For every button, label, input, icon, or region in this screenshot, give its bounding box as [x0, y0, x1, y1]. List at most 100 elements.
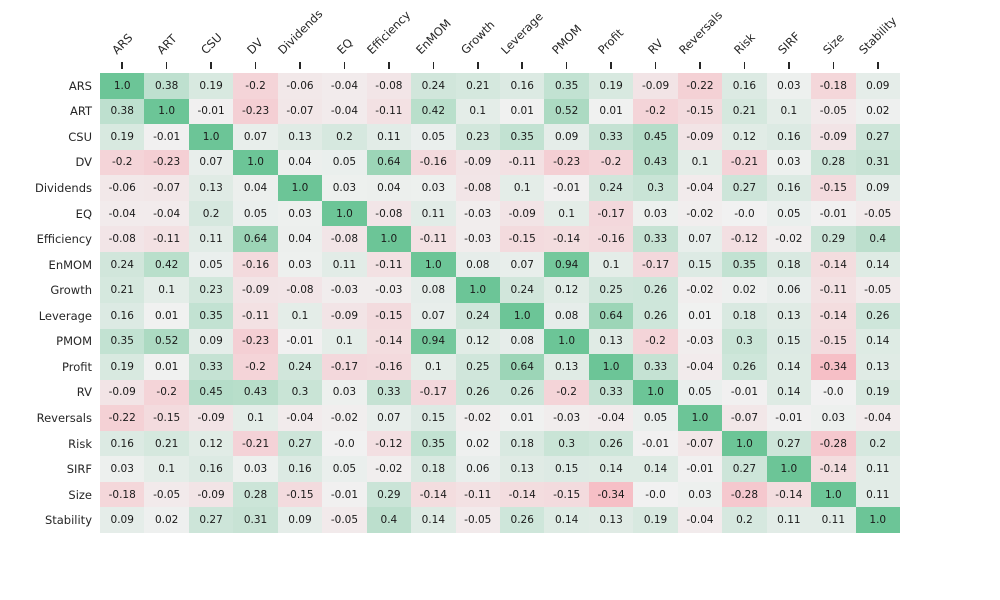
- row-label-art: ART: [69, 104, 92, 119]
- heatmap-cell-profit-dividends: 0.24: [277, 354, 323, 380]
- heatmap-cell-profit-risk: 0.26: [722, 354, 767, 380]
- heatmap-cell-stability-enmom: 0.14: [411, 507, 456, 533]
- heatmap-cell-risk-dividends: 0.27: [277, 430, 323, 457]
- heatmap-cell-sirf-eq: 0.05: [322, 456, 367, 482]
- heatmap-cell-profit-stability: 0.13: [855, 354, 900, 380]
- x-tick: [610, 62, 612, 69]
- heatmap-cell-size-eq: -0.01: [322, 481, 367, 508]
- heatmap-cell-dv-profit: -0.2: [588, 149, 634, 176]
- heatmap-cell-stability-csu: 0.27: [188, 507, 234, 533]
- heatmap-cell-risk-stability: 0.2: [855, 430, 900, 457]
- heatmap-cell-size-efficiency: 0.29: [366, 481, 412, 508]
- heatmap-cell-reversals-csu: -0.09: [188, 405, 234, 431]
- heatmap-cell-rv-pmom: -0.2: [544, 379, 589, 406]
- heatmap-cell-dividends-profit: 0.24: [588, 175, 634, 201]
- heatmap-cell-pmom-sirf: 0.15: [766, 328, 812, 355]
- heatmap-cell-leverage-stability: 0.26: [855, 303, 900, 329]
- heatmap-cell-csu-csu: 1.0: [188, 124, 234, 150]
- x-tick: [654, 62, 657, 69]
- heatmap-cell-sirf-risk: 0.27: [722, 456, 767, 482]
- heatmap-cell-reversals-dv: 0.1: [233, 405, 278, 431]
- x-tick: [121, 62, 124, 69]
- heatmap-cell-pmom-risk: 0.3: [722, 328, 767, 355]
- heatmap-cell-size-rv: -0.0: [633, 481, 678, 508]
- x-tick: [876, 62, 879, 69]
- heatmap-cell-sirf-stability: 0.11: [855, 456, 900, 482]
- heatmap-cell-rv-enmom: -0.17: [411, 379, 456, 406]
- heatmap-cell-pmom-rv: -0.2: [633, 328, 678, 355]
- heatmap-cell-rv-stability: 0.19: [855, 379, 900, 406]
- heatmap-cell-dv-leverage: -0.11: [500, 149, 545, 176]
- heatmap-cell-efficiency-dividends: 0.04: [277, 226, 323, 252]
- heatmap-cell-sirf-efficiency: -0.02: [366, 456, 412, 482]
- heatmap-cell-ars-rv: -0.09: [633, 73, 678, 99]
- heatmap-cell-rv-reversals: 0.05: [677, 379, 723, 406]
- heatmap-cell-stability-sirf: 0.11: [766, 507, 812, 533]
- heatmap-cell-eq-sirf: 0.05: [766, 200, 812, 227]
- heatmap-cell-size-ars: -0.18: [100, 481, 145, 508]
- heatmap-cell-efficiency-csu: 0.11: [188, 226, 234, 252]
- heatmap-cell-dv-csu: 0.07: [188, 149, 234, 176]
- heatmap-cell-art-sirf: 0.1: [766, 98, 812, 125]
- heatmap-cell-size-art: -0.05: [144, 481, 189, 508]
- heatmap-cell-profit-reversals: -0.04: [677, 354, 723, 380]
- heatmap-cell-efficiency-dv: 0.64: [233, 226, 278, 252]
- heatmap-cell-leverage-efficiency: -0.15: [366, 303, 412, 329]
- heatmap-cell-growth-efficiency: -0.03: [366, 277, 412, 303]
- heatmap-cell-profit-leverage: 0.64: [500, 354, 545, 380]
- col-label-dividends: Dividends: [274, 6, 326, 57]
- heatmap-cell-pmom-efficiency: -0.14: [366, 328, 412, 355]
- heatmap-cell-growth-enmom: 0.08: [411, 277, 456, 303]
- heatmap-cell-leverage-art: 0.01: [144, 303, 189, 329]
- row-label-enmom: EnMOM: [48, 257, 92, 272]
- heatmap-cell-risk-ars: 0.16: [100, 430, 145, 457]
- heatmap-cell-rv-eq: 0.03: [322, 379, 367, 406]
- heatmap-cell-csu-art: -0.01: [144, 124, 189, 150]
- heatmap-cell-art-dv: -0.23: [233, 98, 278, 125]
- heatmap-cell-stability-reversals: -0.04: [677, 507, 723, 533]
- heatmap-cell-risk-leverage: 0.18: [500, 430, 545, 457]
- heatmap-cell-reversals-art: -0.15: [144, 405, 189, 431]
- heatmap-cell-risk-sirf: 0.27: [766, 430, 812, 457]
- heatmap-cell-ars-ars: 1.0: [100, 73, 145, 99]
- heatmap-cell-stability-growth: -0.05: [455, 507, 500, 533]
- x-tick: [388, 62, 390, 69]
- heatmap-cell-reversals-pmom: -0.03: [544, 405, 589, 431]
- heatmap-cell-rv-size: -0.0: [811, 379, 856, 406]
- heatmap-cell-size-reversals: 0.03: [677, 481, 723, 508]
- heatmap-cell-efficiency-enmom: -0.11: [411, 226, 456, 252]
- heatmap-cell-profit-sirf: 0.14: [766, 354, 812, 380]
- heatmap-cell-eq-efficiency: -0.08: [366, 200, 412, 227]
- heatmap-cell-stability-stability: 1.0: [855, 507, 900, 533]
- heatmap-cell-risk-csu: 0.12: [188, 430, 234, 457]
- heatmap-cell-dv-stability: 0.31: [855, 149, 900, 176]
- heatmap-cell-leverage-size: -0.14: [811, 303, 856, 329]
- heatmap-cell-reversals-profit: -0.04: [588, 405, 634, 431]
- heatmap-cell-size-size: 1.0: [811, 481, 856, 508]
- heatmap-cell-enmom-rv: -0.17: [633, 251, 678, 278]
- heatmap-cell-dividends-csu: 0.13: [188, 175, 234, 201]
- heatmap-cell-art-growth: 0.1: [455, 98, 500, 125]
- heatmap-cell-growth-stability: -0.05: [855, 277, 900, 303]
- heatmap-cell-risk-pmom: 0.3: [544, 430, 589, 457]
- heatmap-cell-size-csu: -0.09: [188, 481, 234, 508]
- heatmap-cell-growth-size: -0.11: [811, 277, 856, 303]
- col-label-rv: RV: [645, 36, 666, 57]
- heatmap-cell-ars-art: 0.38: [144, 73, 189, 99]
- heatmap-cell-sirf-csu: 0.16: [188, 456, 234, 482]
- heatmap-cell-leverage-reversals: 0.01: [677, 303, 723, 329]
- heatmap-cell-dividends-reversals: -0.04: [677, 175, 723, 201]
- heatmap-cell-efficiency-eq: -0.08: [322, 226, 367, 252]
- heatmap-cell-art-dividends: -0.07: [277, 98, 323, 125]
- row-label-eq: EQ: [75, 206, 92, 221]
- heatmap-cell-ars-sirf: 0.03: [766, 73, 812, 99]
- heatmap-cell-leverage-sirf: 0.13: [766, 303, 812, 329]
- heatmap-cell-growth-reversals: -0.02: [677, 277, 723, 303]
- heatmap-cell-rv-efficiency: 0.33: [366, 379, 412, 406]
- row-label-dividends: Dividends: [34, 181, 92, 195]
- heatmap-cell-reversals-eq: -0.02: [322, 405, 367, 431]
- heatmap-cell-profit-size: -0.34: [811, 354, 856, 380]
- heatmap-cell-leverage-profit: 0.64: [588, 303, 634, 329]
- heatmap-cell-csu-eq: 0.2: [322, 124, 367, 150]
- heatmap-cell-efficiency-leverage: -0.15: [500, 226, 545, 252]
